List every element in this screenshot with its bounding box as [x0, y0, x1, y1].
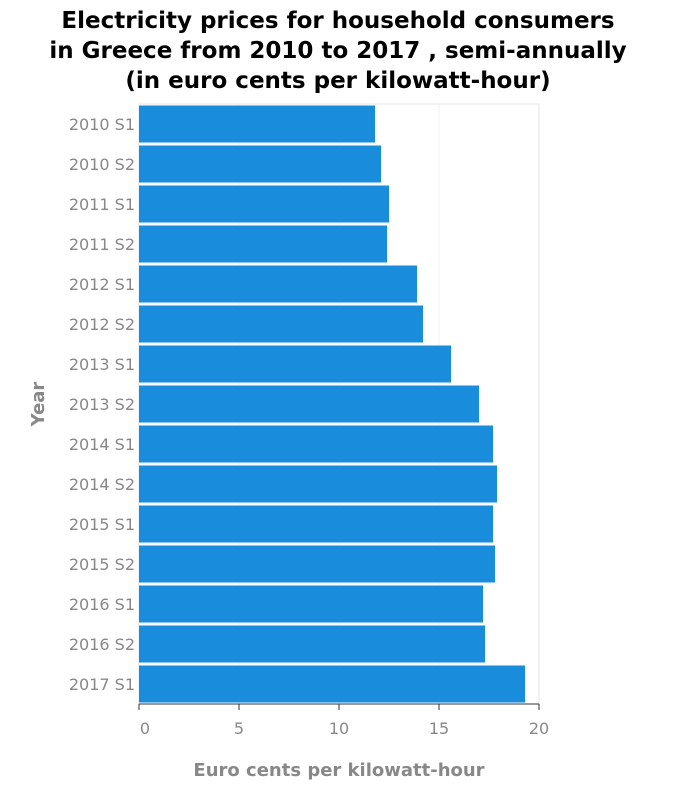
y-tick-label: 2015 S2 [69, 555, 135, 574]
y-tick-label: 2011 S2 [69, 235, 135, 254]
y-tick-label: 2014 S2 [69, 475, 135, 494]
x-tick-label: 0 [140, 719, 150, 738]
y-tick-label: 2010 S2 [69, 155, 135, 174]
bars [139, 105, 525, 703]
y-tick-label: 2012 S1 [69, 275, 135, 294]
y-tick-label: 2014 S1 [69, 435, 135, 454]
chart-title-line-3: (in euro cents per kilowatt-hour) [125, 68, 551, 94]
bar [139, 105, 375, 143]
bar [139, 305, 423, 343]
chart-title-line-2: in Greece from 2010 to 2017 , semi-annua… [49, 38, 627, 64]
chart-title-line-1: Electricity prices for household consume… [61, 8, 615, 34]
bar [139, 425, 493, 463]
bar [139, 265, 417, 303]
bar [139, 465, 497, 503]
x-tick-label: 15 [429, 719, 449, 738]
y-tick-label: 2013 S2 [69, 395, 135, 414]
y-axis-title: Year [28, 382, 49, 428]
bar [139, 545, 495, 583]
bar [139, 185, 389, 223]
bar [139, 505, 493, 543]
y-tick-label: 2010 S1 [69, 115, 135, 134]
y-tick-label: 2016 S1 [69, 595, 135, 614]
bar [139, 665, 525, 703]
y-tick-label: 2012 S2 [69, 315, 135, 334]
x-axis-title: Euro cents per kilowatt-hour [193, 760, 484, 781]
chart-title: Electricity prices for household consume… [0, 6, 676, 96]
bar [139, 145, 381, 183]
bar [139, 385, 479, 423]
bar [139, 225, 387, 263]
x-tick-label: 5 [234, 719, 244, 738]
y-tick-label: 2015 S1 [69, 515, 135, 534]
bar [139, 585, 483, 623]
y-tick-label: 2011 S1 [69, 195, 135, 214]
bar [139, 345, 451, 383]
y-tick-label: 2017 S1 [69, 675, 135, 694]
x-tick-label: 10 [329, 719, 349, 738]
y-tick-label: 2016 S2 [69, 635, 135, 654]
bar [139, 625, 485, 663]
x-tick-label: 20 [529, 719, 549, 738]
y-tick-label: 2013 S1 [69, 355, 135, 374]
y-tick-labels: 2010 S1 2010 S2 2011 S1 2011 S2 2012 S1 2012 … [69, 115, 135, 694]
x-axis: 0 5 10 15 20 [138, 703, 549, 738]
